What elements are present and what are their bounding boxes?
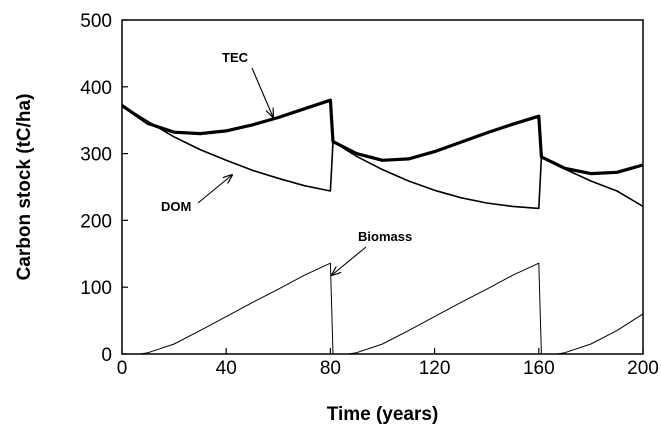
tick-layer: 0 40 80 120 160 200 0 100 200 300 400 500: [80, 11, 659, 379]
plot-frame: [121, 19, 644, 355]
y-tick-label: 400: [80, 78, 112, 99]
annotation-label-biomass: Biomass: [358, 229, 412, 244]
x-axis-title: Time (years): [327, 404, 439, 425]
y-tick-label: 100: [80, 278, 112, 299]
annotation-arrow-tec: [251, 67, 273, 117]
annotation-arrow-biomass: [332, 246, 367, 275]
x-tick-label: 40: [216, 358, 237, 379]
x-tick-label: 80: [320, 358, 341, 379]
annotation-label-tec: TEC: [222, 50, 249, 65]
x-tick-label: 160: [523, 358, 555, 379]
series-layer: [121, 98, 644, 355]
y-tick-label: 200: [80, 211, 112, 232]
annotation-layer: TEC DOM Biomass: [161, 50, 412, 275]
y-axis-title: Carbon stock (tC/ha): [14, 94, 35, 281]
y-tick-label: 500: [80, 11, 112, 32]
y-tick-label: 300: [80, 145, 112, 166]
series-line-dom: [121, 104, 644, 210]
x-tick-label: 120: [419, 358, 451, 379]
annotation-label-dom: DOM: [161, 199, 191, 214]
series-line-tec: [121, 98, 644, 176]
plot-border: [121, 19, 644, 355]
annotation-arrow-dom: [197, 175, 232, 204]
x-tick-label: 0: [117, 358, 128, 379]
y-tick-label: 0: [101, 345, 112, 366]
series-line-biomass: [122, 262, 644, 355]
x-tick-label: 200: [627, 358, 659, 379]
axis-labels: Time (years) Carbon stock (tC/ha): [14, 94, 438, 425]
